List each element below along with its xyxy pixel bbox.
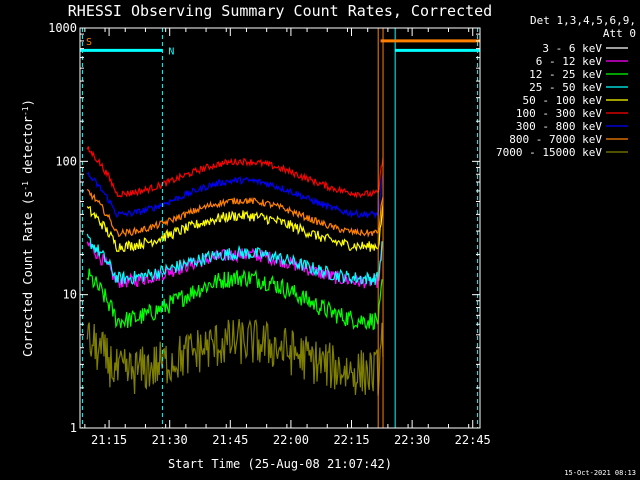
x-tick-label: 21:30 [152, 433, 188, 447]
legend-label: 100 - 300 keV [516, 107, 602, 120]
series-line-4 [86, 233, 384, 286]
legend-label: 300 - 800 keV [516, 120, 602, 133]
series-line-1 [86, 252, 384, 359]
legend-header: Det 1,3,4,5,6,9, [530, 14, 636, 27]
timestamp: 15-Oct-2021 08:13 [564, 469, 636, 477]
x-tick-label: 22:00 [273, 433, 309, 447]
legend-label: 800 - 7000 keV [509, 133, 602, 146]
series-line-9 [86, 318, 384, 396]
x-tick-label: 21:45 [212, 433, 248, 447]
legend-header: Att 0 [603, 27, 636, 40]
x-tick-label: 22:45 [455, 433, 491, 447]
y-tick-label: 1000 [48, 21, 77, 35]
series-line-2 [86, 241, 384, 289]
y-tick-label: 1 [70, 421, 77, 435]
marker-label-s: S [86, 37, 92, 48]
marker-label-n: N [168, 46, 174, 57]
x-tick-label: 21:15 [91, 433, 127, 447]
x-tick-label: 22:30 [394, 433, 430, 447]
y-tick-label: 10 [63, 288, 77, 302]
legend-label: 50 - 100 keV [523, 94, 603, 107]
y-tick-label: 100 [55, 154, 77, 168]
series-line-6 [86, 146, 384, 199]
legend-label: 25 - 50 keV [529, 81, 602, 94]
plot-frame [79, 27, 481, 429]
legend-label: 7000 - 15000 keV [496, 146, 602, 159]
x-tick-label: 22:15 [333, 433, 369, 447]
series-line-3 [86, 268, 384, 331]
y-axis-label: Corrected Count Rate (s-1 detector-1) [21, 99, 36, 357]
plot-area: SN [80, 28, 481, 428]
chart-title: RHESSI Observing Summary Count Rates, Co… [68, 2, 492, 20]
series-line-5 [86, 203, 384, 253]
legend-label: 12 - 25 keV [529, 68, 602, 81]
legend-label: 6 - 12 keV [536, 55, 603, 68]
series-line-7 [86, 171, 384, 220]
axes: 1 10 100 1000 21:15 21:30 21:45 22:00 22:15 22:30… [48, 21, 491, 447]
series-line-8 [86, 188, 384, 238]
x-axis-label: Start Time (25-Aug-08 21:07:42) [168, 457, 392, 471]
legend-label: 3 - 6 keV [542, 42, 602, 55]
